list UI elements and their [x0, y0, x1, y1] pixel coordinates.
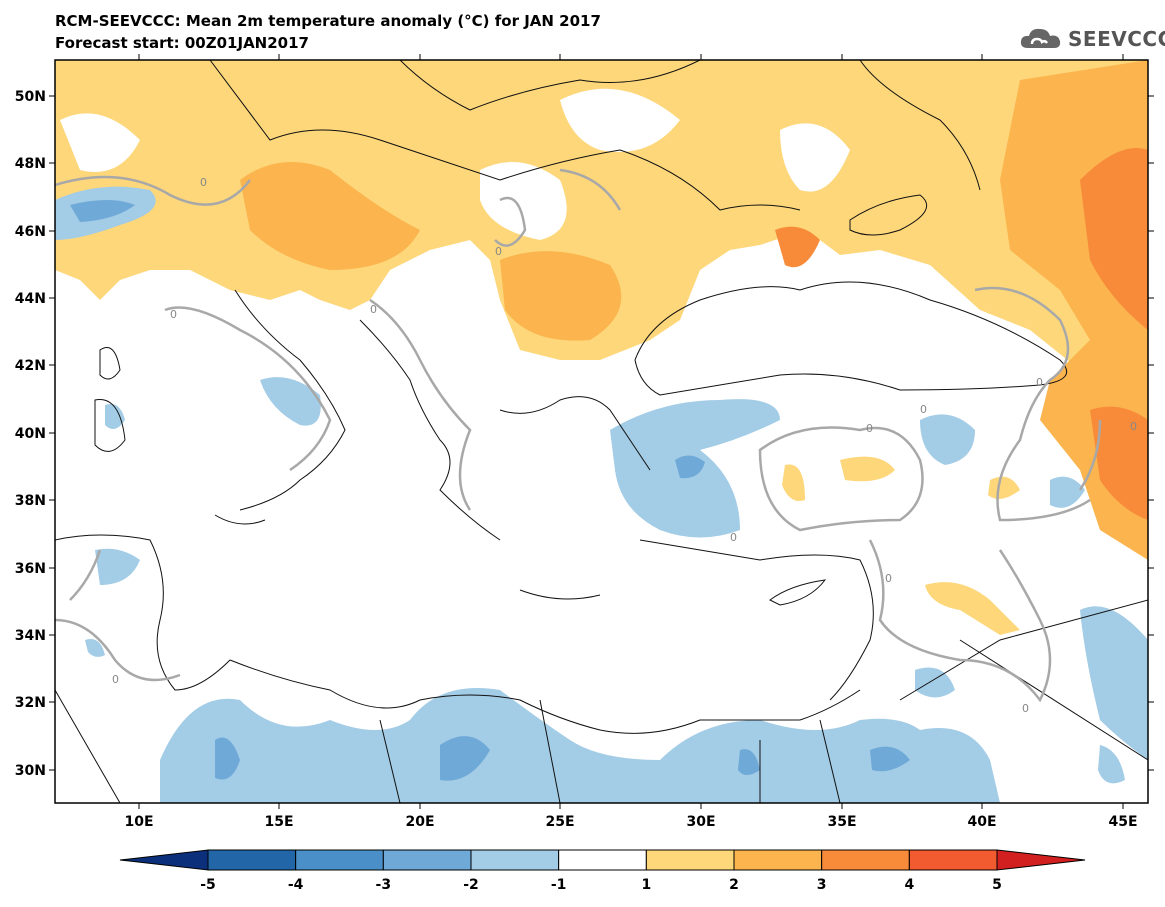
colorbar-tick-label: -2	[463, 877, 479, 893]
lon-label: 45E	[1108, 814, 1137, 830]
contour-label: 0	[495, 245, 502, 258]
warm-anomaly-hole-4	[60, 113, 140, 172]
colorbar-segment	[645, 849, 735, 871]
colorbar-tick-label: 2	[729, 877, 739, 893]
cool-anomaly-north-africa	[160, 688, 1000, 803]
warm-anomaly-hole-1	[480, 162, 567, 240]
colorbar-tick-label: 1	[641, 877, 651, 893]
colorbar-segment	[295, 849, 384, 871]
cool-anomaly-alps-core	[70, 200, 135, 222]
contour-label: 0	[170, 308, 177, 321]
contour-label: 0	[866, 422, 873, 435]
contour-labels: 0 0 0 0 0 0 0 0 0 0 0 0	[112, 176, 1137, 715]
warm-anomaly-3c-caucasus	[1090, 406, 1148, 520]
cool-anomaly-east-anatolia	[920, 414, 1085, 508]
lat-label: 50N	[15, 89, 46, 105]
lat-label: 44N	[15, 291, 46, 307]
contour-label: 0	[112, 673, 119, 686]
lon-label: 10E	[124, 814, 153, 830]
lat-label: 48N	[15, 156, 46, 172]
warm-anomaly-3c-crimea	[775, 226, 820, 268]
cool-anomaly-anatolia-core	[675, 455, 705, 479]
colorbar-segment	[207, 849, 297, 871]
colorbar-tick-label: 5	[992, 877, 1002, 893]
warm-anomaly-hole-2	[560, 88, 680, 152]
lon-label: 35E	[827, 814, 856, 830]
cloud-icon	[1020, 28, 1061, 48]
cool-anomaly-arabia	[915, 606, 1148, 784]
lon-label: 15E	[264, 814, 293, 830]
lat-label: 46N	[15, 224, 46, 240]
colorbar-segment	[470, 849, 560, 871]
logo-text: SEEVCCC	[1068, 27, 1165, 51]
map-subtitle: Forecast start: 00Z01JAN2017	[55, 34, 309, 52]
map-title: RCM-SEEVCCC: Mean 2m temperature anomaly…	[55, 12, 601, 30]
cool-anomaly-italy	[105, 377, 321, 429]
map-frame	[54, 59, 1149, 804]
warm-anomaly-north	[55, 60, 1148, 420]
lat-label: 32N	[15, 695, 46, 711]
longitude-labels: 10E 15E 20E 25E 30E 35E 40E 45E	[124, 814, 1137, 830]
contour-label: 0	[920, 403, 927, 416]
colorbar-tick-label: 3	[817, 877, 827, 893]
contour-label: 0	[1022, 702, 1029, 715]
warm-anomaly-hole-3	[780, 123, 850, 192]
colorbar-tick-label: -4	[288, 877, 304, 893]
contour-label: 0	[885, 572, 892, 585]
lat-label: 42N	[15, 358, 46, 374]
colorbar-tick-label: -5	[200, 877, 216, 893]
lon-label: 40E	[967, 814, 996, 830]
latitude-labels: 50N 48N 46N 44N 42N 40N 38N 36N 34N 32N …	[15, 89, 46, 779]
colorbar-segment	[733, 849, 823, 871]
seevccc-logo: SEEVCCC	[1018, 24, 1165, 54]
lat-label: 38N	[15, 493, 46, 509]
contour-label: 0	[200, 176, 207, 189]
warm-anomaly-2c-central	[240, 162, 420, 270]
lat-label: 36N	[15, 561, 46, 577]
warm-anomaly-2c-balkan	[500, 251, 622, 341]
colorbar-tick-label: -3	[376, 877, 392, 893]
contour-label: 0	[1130, 420, 1137, 433]
latitude-axis	[49, 95, 1154, 771]
colorbar-min-arrow	[119, 849, 209, 871]
colorbar: -5 -4 -3 -2 -1 1 2 3 4 5	[119, 849, 1086, 893]
warm-anomaly-anatolia	[782, 456, 1020, 501]
colorbar-segment	[558, 849, 647, 871]
lat-label: 30N	[15, 763, 46, 779]
coastlines	[55, 60, 1148, 803]
colorbar-segment	[382, 849, 472, 871]
lat-label: 40N	[15, 426, 46, 442]
contour-label: 0	[370, 303, 377, 316]
colorbar-max-arrow	[996, 849, 1086, 871]
contour-label: 0	[730, 531, 737, 544]
lat-label: 34N	[15, 628, 46, 644]
colorbar-tick-label: 4	[904, 877, 914, 893]
colorbar-tick-label: -1	[551, 877, 567, 893]
map-fields: 0 0 0 0 0 0 0 0 0 0 0 0	[55, 60, 1148, 803]
lon-label: 30E	[686, 814, 715, 830]
contour-label: 0	[1036, 376, 1043, 389]
warm-anomaly-3c-east	[1080, 148, 1148, 330]
warm-anomaly-levant	[925, 582, 1020, 635]
lon-label: 20E	[405, 814, 434, 830]
cool-anomaly-tunisia	[85, 548, 140, 657]
zero-contours	[55, 168, 1102, 703]
longitude-axis	[138, 54, 1124, 809]
colorbar-segment	[821, 849, 910, 871]
colorbar-segment	[908, 849, 998, 871]
lon-label: 25E	[545, 814, 574, 830]
